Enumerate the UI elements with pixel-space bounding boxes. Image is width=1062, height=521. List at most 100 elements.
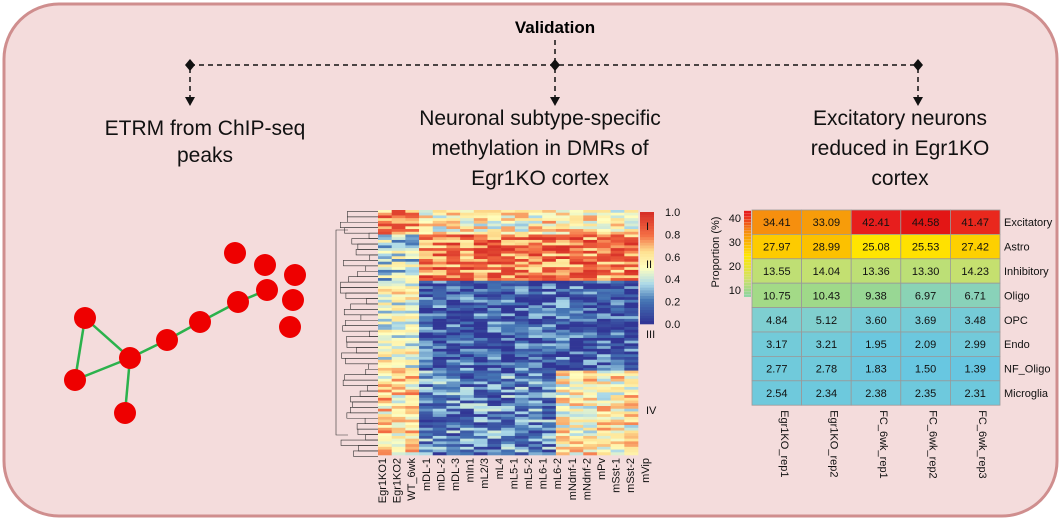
heatmap-cell [514,329,529,333]
heatmap-cell [596,305,611,309]
heatmap-cell [378,220,392,224]
heatmap-cell [460,231,475,235]
heatmap-cell [501,348,516,352]
heatmap-cell [528,433,543,437]
heatmap-cell [555,237,570,241]
heatmap-cell [432,406,447,410]
heatmap-cell [501,324,516,328]
sample-label: mDL-1 [421,458,433,491]
heatmap-cell [473,343,488,347]
heatmap-cell [460,308,475,312]
heatmap-cell [391,318,406,322]
heatmap-cell [555,427,570,431]
heatmap-cell [473,264,488,268]
heatmap-cell [528,381,543,385]
heatmap-cell [460,441,475,445]
heatmap-cell [610,256,625,260]
colorbar-segment [640,284,654,288]
heatmap-cell [624,367,639,371]
heatmap-cell [501,373,516,377]
heatmap-cell [419,354,434,358]
heatmap-cell [501,259,516,263]
heatmap-cell [569,384,584,388]
heatmap-cell [405,365,420,369]
heatmap-cell [583,294,598,298]
heatmap-cell [405,389,420,393]
heatmap-cell [446,351,461,355]
cell-value: 6.97 [915,290,936,302]
heatmap-cell [405,452,420,456]
heatmap-cell [583,411,598,415]
heatmap-cell [432,408,447,412]
heatmap-cell [391,438,406,442]
heatmap-cell [391,335,406,339]
heatmap-cell [555,256,570,260]
heatmap-cell [487,381,502,385]
heatmap-cell [624,386,639,390]
heatmap-cell [487,210,502,214]
heatmap-cell [542,395,557,399]
cluster-label: I [646,221,649,233]
heatmap-cell [624,239,639,243]
heatmap-cell [460,403,475,407]
heatmap-cell [624,299,639,303]
heatmap-cell [583,365,598,369]
heatmap-cell [378,329,392,333]
heatmap-cell [583,269,598,273]
heatmap-cell [596,218,611,222]
colorbar-tick-label: 1.0 [665,207,680,219]
column-label: Egr1KO_rep1 [778,410,790,477]
cell-value: 13.55 [763,266,791,278]
heatmap-cell [596,408,611,412]
heatmap-cell [514,367,529,371]
heatmap-cell [555,354,570,358]
heatmap-cell [432,400,447,404]
heatmap-cell [555,291,570,295]
colorbar-segment [640,301,654,305]
heatmap-cell [542,291,557,295]
heatmap-cell [501,365,516,369]
legend-segment [744,236,751,240]
heatmap-cell [460,264,475,268]
heatmap-cell [569,248,584,252]
colorbar-segment [640,287,654,291]
heatmap-cell [446,452,461,456]
heatmap-cell [391,359,406,363]
heatmap-cell [610,250,625,254]
heatmap-cell [514,392,529,396]
heatmap-cell [542,327,557,331]
heatmap-cell [610,346,625,350]
heatmap-cell [446,267,461,271]
heatmap-cell [473,392,488,396]
colorbar-segment [640,310,654,314]
heatmap-cell [542,294,557,298]
heatmap-cell [610,264,625,268]
heatmap-cell [405,357,420,361]
heatmap-cell [569,433,584,437]
heatmap-cell [391,291,406,295]
cell-value: 41.47 [961,217,989,229]
heatmap-cell [501,286,516,290]
heatmap-cell [487,348,502,352]
heatmap-cell [419,226,434,230]
heatmap-cell [419,210,434,214]
heatmap-cell [432,395,447,399]
heatmap-cell [391,248,406,252]
heatmap-cell [555,288,570,292]
heatmap-cell [514,253,529,257]
heatmap-cell [542,245,557,249]
heatmap-cell [542,343,557,347]
heatmap-cell [583,212,598,216]
heatmap-cell [405,321,420,325]
heatmap-cell [542,242,557,246]
heatmap-cell [446,427,461,431]
cell-value: 25.53 [912,242,940,254]
heatmap-cell [514,242,529,246]
heatmap-cell [514,239,529,243]
heatmap-cell [528,430,543,434]
heatmap-cell [596,210,611,214]
heatmap-cell [596,357,611,361]
heatmap-cell [569,261,584,265]
heatmap-cell [419,373,434,377]
heatmap-cell [596,433,611,437]
